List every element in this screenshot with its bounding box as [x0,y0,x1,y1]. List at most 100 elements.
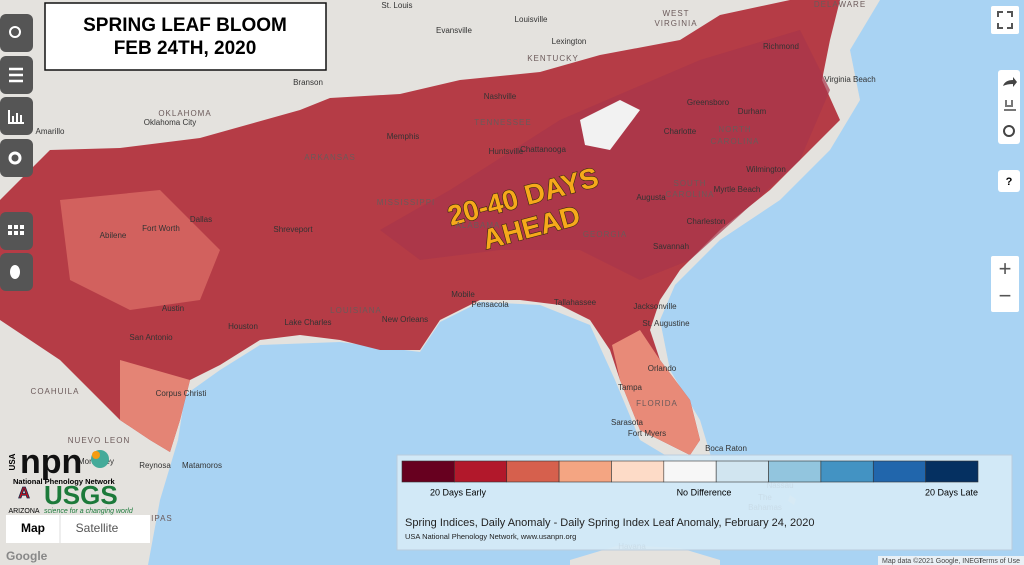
map-type-control [6,515,150,543]
city-label: Austin [162,304,184,313]
city-label: Oklahoma City [144,118,196,127]
legend-swatch [820,460,874,483]
city-label: Houston [228,322,258,331]
legend-swatch [611,460,665,483]
state-label: COAHUILA [31,387,80,396]
city-label: Louisville [515,15,548,24]
city-label: Savannah [653,242,689,251]
legend-bar [401,460,979,483]
google-logo: Google [6,549,48,563]
state-label: WEST [662,9,689,18]
legend-swatch [454,460,508,483]
city-label: St. Louis [381,1,412,10]
state-label: CAROLINA [666,190,715,199]
city-label: Virginia Beach [824,75,875,84]
legend-label: 20 Days Early [430,487,487,497]
city-label: New Orleans [382,315,428,324]
anomaly-texas-light [60,190,220,310]
legend-swatch [663,460,717,483]
icon [997,11,1013,29]
icon [9,67,23,83]
city-label: Evansville [436,26,473,35]
city-label: Lexington [552,37,587,46]
city-label: Orlando [648,364,677,373]
zoom-in[interactable]: + [999,256,1012,281]
title-line: FEB 24TH, 2020 [114,38,257,59]
arizona-text: ARIZONA [8,508,39,515]
city-label: Lake Charles [284,318,331,327]
city-label: Tallahassee [554,298,597,307]
icon [1003,77,1017,87]
city-label: Augusta [636,193,666,202]
city-label: Nashville [484,92,517,101]
city-label: Wilmington [746,165,786,174]
city-label: Shreveport [273,225,313,234]
state-label: FLORIDA [636,399,678,408]
npn-full-name: National Phenology Network [13,477,116,486]
state-label: ALABAMA [456,221,501,230]
anomaly-east [380,30,830,280]
state-label: MISSISSIPPI [377,198,436,207]
icon [9,26,21,38]
city-label: Abilene [100,231,127,240]
state-label: NORTH [718,125,751,134]
fullscreen-button[interactable] [991,6,1019,34]
state-label: ARKANSAS [304,153,356,162]
usa-text: USA [8,453,17,470]
icon [8,110,24,124]
state-label: OKLAHOMA [158,109,211,118]
snow-patch [580,100,640,150]
legend-label: 20 Days Late [925,487,978,497]
zoom-control [991,256,1019,312]
state-label: TENNESSEE [474,118,531,127]
zoom-out[interactable]: − [999,283,1012,308]
city-label: Pensacola [471,300,509,309]
icon [8,151,22,165]
city-label: Charleston [687,217,726,226]
city-label: Myrtle Beach [714,185,761,194]
city-label: Jacksonville [633,302,677,311]
usgs-logo: USGS [44,480,118,510]
city-label: Matamoros [182,461,222,470]
attribution-text: Map data ©2021 Google, INEGI [882,557,981,565]
npn-globe [92,451,100,459]
state-label: NUEVO LEON [68,436,130,445]
city-label: Fort Myers [628,429,666,438]
help-button[interactable] [998,170,1020,192]
state-label: SOUTH [674,179,707,188]
city-label: Greensboro [687,98,730,107]
title-box [44,2,327,71]
usgs-tagline: science for a changing world [44,508,134,515]
search-button[interactable] [0,14,33,52]
state-label: CAROLINA [711,137,760,146]
icon [1004,100,1016,111]
legend-label: No Difference [677,487,732,497]
legend-swatch [558,460,612,483]
legend-swatch [872,460,926,483]
legend-source: USA National Phenology Network, www.usan… [405,532,576,541]
map-type-button[interactable]: Map [21,521,45,535]
city-label: Fort Worth [142,224,180,233]
city-label: Branson [293,78,323,87]
city-label: Charlotte [664,127,697,136]
attribution-bar [878,556,1024,565]
settings-button[interactable] [0,139,33,177]
arizona-a: A [18,485,30,502]
city-label: Tampa [618,383,643,392]
city-label: Dallas [190,215,212,224]
city-label: Memphis [387,132,419,141]
icon [8,225,24,235]
legend-swatch [925,460,979,483]
icon [10,265,20,279]
city-label: Boca Raton [705,444,747,453]
legend-title: Spring Indices, Daily Anomaly - Daily Sp… [405,517,814,529]
npn-logo: npn [20,443,82,481]
title-line: SPRING LEAF BLOOM [83,15,287,36]
map-type-button[interactable]: Satellite [76,521,119,535]
terms-link[interactable]: Terms of Use [979,558,1020,565]
legend-swatch [506,460,560,483]
legend-swatch [768,460,822,483]
state-label: DELAWARE [814,0,866,9]
anomaly-florida [612,330,700,455]
legend-swatch [401,460,455,483]
